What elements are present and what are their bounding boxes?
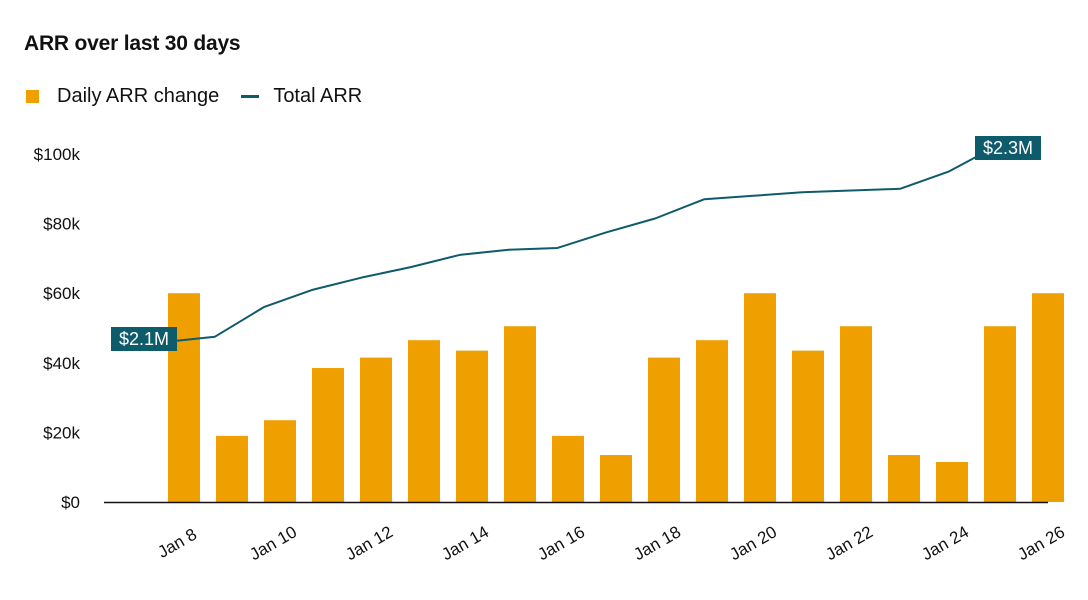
bar <box>1032 293 1064 502</box>
y-tick-label: $40k <box>43 354 80 373</box>
y-tick-label: $20k <box>43 423 80 442</box>
x-tick-label: Jan 20 <box>726 522 780 564</box>
chart-title: ARR over last 30 days <box>24 32 241 55</box>
x-tick-label: Jan 12 <box>342 522 396 564</box>
bar <box>888 455 920 502</box>
bar <box>984 326 1016 502</box>
x-tick-label: Jan 24 <box>918 522 972 564</box>
x-tick-label: Jan 14 <box>438 522 492 564</box>
legend: Daily ARR change Total ARR <box>26 85 384 108</box>
bar <box>360 357 392 502</box>
bar <box>264 420 296 502</box>
bar <box>840 326 872 502</box>
x-tick-label: Jan 8 <box>154 525 200 562</box>
y-tick-label: $60k <box>43 284 80 303</box>
total-arr-line <box>165 144 999 343</box>
bar <box>648 357 680 502</box>
x-tick-label: Jan 10 <box>246 522 300 564</box>
bar <box>312 368 344 502</box>
annotation-end-bg <box>975 136 1041 160</box>
annotation-start-bg <box>111 327 177 351</box>
x-tick-label: Jan 16 <box>534 522 588 564</box>
annotation-end-label: $2.3M <box>983 138 1033 158</box>
legend-item-daily: Daily ARR change <box>26 85 219 108</box>
y-tick-label: $0 <box>61 493 80 512</box>
legend-label-total: Total ARR <box>273 85 363 107</box>
y-tick-label: $80k <box>43 215 80 234</box>
y-tick-label: $100k <box>34 145 81 164</box>
legend-label-daily: Daily ARR change <box>57 85 220 107</box>
bar <box>552 435 584 502</box>
bar <box>600 455 632 502</box>
bar <box>696 340 728 502</box>
bar <box>792 350 824 502</box>
bar <box>936 461 968 502</box>
legend-item-total: Total ARR <box>241 85 362 108</box>
annotation-start-label: $2.1M <box>119 329 169 349</box>
legend-swatch-line <box>241 95 260 98</box>
x-tick-label: Jan 22 <box>822 522 876 564</box>
bar <box>504 326 536 502</box>
x-tick-label: Jan 26 <box>1014 522 1068 564</box>
bar <box>216 435 248 502</box>
legend-swatch-bar <box>26 90 39 103</box>
bar <box>168 293 200 502</box>
x-tick-label: Jan 18 <box>630 522 684 564</box>
bar <box>408 340 440 502</box>
bar <box>744 293 776 502</box>
bar <box>456 350 488 502</box>
